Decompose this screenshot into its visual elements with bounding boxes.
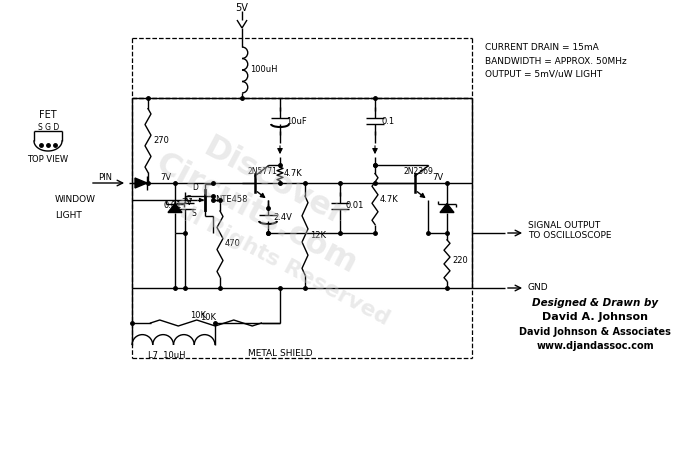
Text: 0.1: 0.1 <box>381 116 394 125</box>
Text: 12K: 12K <box>310 231 326 240</box>
Text: S G D: S G D <box>38 122 60 131</box>
Text: NTE458: NTE458 <box>215 196 248 204</box>
Text: D: D <box>192 183 198 192</box>
Text: 2N2369: 2N2369 <box>403 167 433 175</box>
Text: BANDWIDTH = APPROX. 50MHz: BANDWIDTH = APPROX. 50MHz <box>485 57 627 66</box>
Text: PIN: PIN <box>98 173 112 183</box>
Text: L7  10uH: L7 10uH <box>148 352 185 361</box>
Text: David Johnson & Associates: David Johnson & Associates <box>519 327 671 337</box>
Text: 7V: 7V <box>160 173 171 182</box>
Text: Designed & Drawn by: Designed & Drawn by <box>532 298 658 308</box>
Text: 5V: 5V <box>235 3 248 13</box>
Polygon shape <box>168 203 182 212</box>
Text: 0.01: 0.01 <box>163 202 181 211</box>
Text: 10K: 10K <box>200 313 216 322</box>
Text: 10uF: 10uF <box>286 116 306 125</box>
Text: S: S <box>192 208 197 217</box>
Text: www.djandassoc.com: www.djandassoc.com <box>536 341 654 351</box>
Polygon shape <box>440 203 454 212</box>
Text: TO OSCILLOSCOPE: TO OSCILLOSCOPE <box>528 231 611 240</box>
Polygon shape <box>135 178 147 188</box>
Text: SIGNAL OUTPUT: SIGNAL OUTPUT <box>528 221 601 230</box>
Text: FET: FET <box>39 110 57 120</box>
Text: 100uH: 100uH <box>250 66 278 74</box>
Text: TOP VIEW: TOP VIEW <box>27 154 68 164</box>
Text: CURRENT DRAIN = 15mA: CURRENT DRAIN = 15mA <box>485 43 598 53</box>
Text: METAL SHIELD: METAL SHIELD <box>248 348 313 357</box>
Text: Discover
Circuits.com: Discover Circuits.com <box>150 116 380 280</box>
Text: 220: 220 <box>452 256 468 265</box>
Text: 4.7K: 4.7K <box>284 169 303 178</box>
Text: 2.4V: 2.4V <box>273 213 292 222</box>
Text: GND: GND <box>528 284 549 293</box>
Text: 7V: 7V <box>181 198 192 207</box>
Text: WINDOW: WINDOW <box>55 196 96 204</box>
Text: David A. Johnson: David A. Johnson <box>542 312 648 322</box>
Text: 470: 470 <box>225 240 241 249</box>
Text: 4.7K: 4.7K <box>380 194 399 203</box>
Text: 10K: 10K <box>190 310 206 319</box>
Text: 0.01: 0.01 <box>345 202 363 211</box>
Text: 270: 270 <box>153 136 169 145</box>
Text: All Rights Reserved: All Rights Reserved <box>167 197 393 329</box>
Text: G: G <box>186 196 192 204</box>
Text: 7V: 7V <box>432 173 443 182</box>
Text: 2N5771: 2N5771 <box>248 167 278 175</box>
Text: OUTPUT = 5mV/uW LIGHT: OUTPUT = 5mV/uW LIGHT <box>485 69 602 78</box>
Text: LIGHT: LIGHT <box>55 212 82 221</box>
